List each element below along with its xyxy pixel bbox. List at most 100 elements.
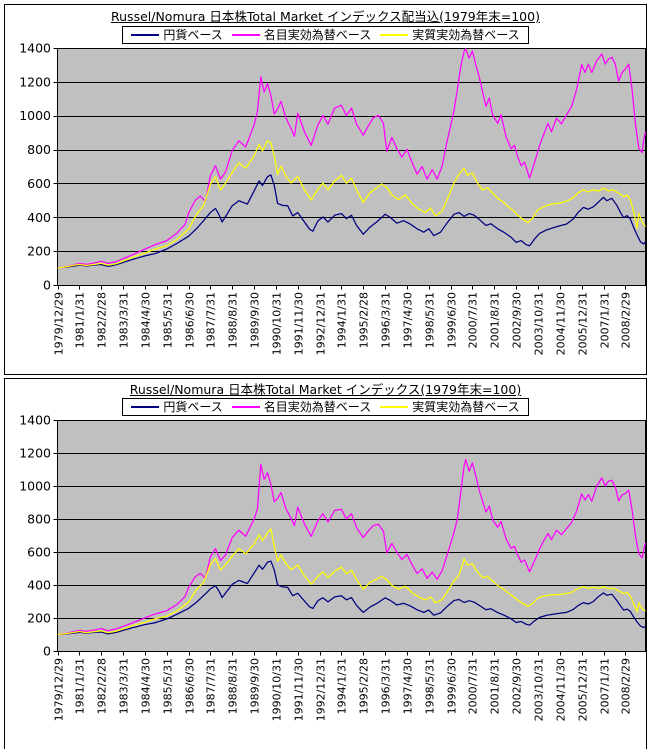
y-axis-label: 1200 <box>19 446 51 461</box>
x-axis-label: 1999/6/30 <box>446 292 459 348</box>
x-axis-label: 1989/9/30 <box>249 658 262 714</box>
series-yen-line <box>57 560 646 636</box>
x-axis-label: 1982/2/28 <box>96 292 109 348</box>
x-axis-label: 1996/3/31 <box>380 292 393 348</box>
x-axis-label: 1999/6/30 <box>446 658 459 714</box>
legend-label: 円貨ベース <box>163 28 223 42</box>
legend-swatch-yen <box>131 34 160 36</box>
legend-entry-real-fx: 実質実効為替ベース <box>380 28 520 42</box>
x-axis-label: 1983/3/31 <box>118 292 131 348</box>
x-axis-label: 1983/3/31 <box>118 658 131 714</box>
y-axis-label: 800 <box>27 512 51 527</box>
x-axis-label: 1992/12/31 <box>315 658 328 721</box>
y-axis-label: 1200 <box>19 74 51 89</box>
series-nominal-fx-line <box>57 48 646 269</box>
y-axis-label: 600 <box>27 545 51 560</box>
legend: 円貨ベース 名目実効為替ベース 実質実効為替ベース <box>122 26 529 44</box>
x-axis-label: 1992/12/31 <box>315 292 328 355</box>
x-axis-label: 1990/10/31 <box>271 292 284 355</box>
plot-svg: 0 200 400 600 800 1000 1200 1400 1979/12/29 1981/… <box>19 41 646 355</box>
x-axis-label: 1986/6/30 <box>184 658 197 714</box>
x-axis-label: 2001/8/31 <box>489 292 502 348</box>
x-axis-label: 2005/12/31 <box>577 292 590 355</box>
legend-swatch-nominal-fx <box>231 34 260 36</box>
series-real-fx-line <box>57 528 646 636</box>
x-axis-label: 1984/4/30 <box>140 658 153 714</box>
x-axis-label: 1981/1/31 <box>74 292 87 348</box>
x-axis-label: 1997/4/30 <box>402 292 415 348</box>
x-axis-label: 1979/12/29 <box>53 292 66 355</box>
x-axis-label: 2005/12/31 <box>577 658 590 721</box>
y-axis-label: 400 <box>27 578 51 593</box>
y-axis-label: 1000 <box>19 479 51 494</box>
x-axis-label: 2004/11/30 <box>555 658 568 721</box>
y-axis-label: 1400 <box>19 413 51 428</box>
x-axis-label: 1994/1/31 <box>336 292 349 348</box>
plot-area <box>57 420 646 652</box>
x-axis-label: 2003/10/31 <box>533 292 546 355</box>
x-axis-label: 1988/8/31 <box>227 658 240 714</box>
x-axis-label: 1995/2/28 <box>358 292 371 348</box>
y-axis-label: 1400 <box>19 41 51 56</box>
legend-entry-real-fx: 実質実効為替ベース <box>380 400 520 414</box>
legend-entry-nominal-fx: 名目実効為替ベース <box>231 400 372 414</box>
x-axis-label: 1979/12/29 <box>53 658 66 721</box>
chart-title: Russel/Nomura 日本株Total Market インデックス配当込(… <box>111 9 540 24</box>
x-axis-label: 2003/10/31 <box>533 658 546 721</box>
legend-swatch-yen <box>131 406 160 408</box>
legend: 円貨ベース 名目実効為替ベース 実質実効為替ベース <box>122 398 529 416</box>
x-axis-label: 1988/8/31 <box>227 292 240 348</box>
legend-label: 実質実効為替ベース <box>412 28 520 42</box>
x-axis-label: 1982/2/28 <box>96 658 109 714</box>
legend-entry-yen: 円貨ベース <box>131 28 223 42</box>
legend-label: 名目実効為替ベース <box>263 400 372 414</box>
x-axis-label: 1981/1/31 <box>74 658 87 714</box>
chart-title: Russel/Nomura 日本株Total Market インデックス(197… <box>129 382 522 397</box>
x-axis-label: 1987/7/31 <box>205 658 218 714</box>
x-axis-label: 2001/8/31 <box>489 658 502 714</box>
x-axis-label: 1986/6/30 <box>184 292 197 348</box>
legend-swatch-real-fx <box>380 406 409 408</box>
legend-label: 円貨ベース <box>163 400 223 414</box>
y-axis-label: 200 <box>27 611 51 626</box>
x-axis-label: 2000/7/31 <box>467 658 480 714</box>
x-axis-label: 1998/5/31 <box>424 658 437 714</box>
x-axis-label: 1989/9/30 <box>249 292 262 348</box>
x-axis-label: 2008/2/29 <box>620 658 633 714</box>
x-axis-label: 2004/11/30 <box>555 292 568 355</box>
legend-entry-yen: 円貨ベース <box>131 400 223 414</box>
y-axis-label: 200 <box>27 244 51 259</box>
x-axis-label: 1987/7/31 <box>205 292 218 348</box>
y-axis-label: 1000 <box>19 108 51 123</box>
chart-bottom-price-only: Russel/Nomura 日本株Total Market インデックス(197… <box>4 378 647 749</box>
x-axis-label: 1996/3/31 <box>380 658 393 714</box>
legend-label: 名目実効為替ベース <box>263 28 372 42</box>
x-axis-label: 1998/5/31 <box>424 292 437 348</box>
x-axis-label: 1985/5/31 <box>162 292 175 348</box>
x-axis-label: 1991/11/30 <box>293 658 306 721</box>
x-axis-label: 1990/10/31 <box>271 658 284 721</box>
x-axis-label: 1997/4/30 <box>402 658 415 714</box>
x-axis-label: 2000/7/31 <box>467 292 480 348</box>
legend-swatch-real-fx <box>380 34 409 36</box>
y-axis-label: 400 <box>27 210 51 225</box>
y-axis-label: 0 <box>43 644 51 659</box>
x-axis-label: 1984/4/30 <box>140 292 153 348</box>
x-axis-label: 1994/1/31 <box>336 658 349 714</box>
legend-label: 実質実効為替ベース <box>412 400 520 414</box>
y-axis-label: 600 <box>27 176 51 191</box>
y-axis-label: 800 <box>27 142 51 157</box>
y-axis-label: 0 <box>43 278 51 293</box>
plot-svg: 0 200 400 600 800 1000 1200 1400 1979/12/29 1981/… <box>19 413 646 721</box>
x-axis-label: 2007/1/31 <box>599 658 612 714</box>
x-axis-label: 1995/2/28 <box>358 658 371 714</box>
x-axis-label: 2007/1/31 <box>599 292 612 348</box>
series-yen-line <box>57 174 646 269</box>
legend-entry-nominal-fx: 名目実効為替ベース <box>231 28 372 42</box>
x-axis-label: 1991/11/30 <box>293 292 306 355</box>
x-axis-label: 2002/9/30 <box>511 658 524 714</box>
legend-swatch-nominal-fx <box>231 406 260 408</box>
series-real-fx-line <box>57 140 646 269</box>
chart-top-with-dividends: Russel/Nomura 日本株Total Market インデックス配当込(… <box>4 4 647 375</box>
